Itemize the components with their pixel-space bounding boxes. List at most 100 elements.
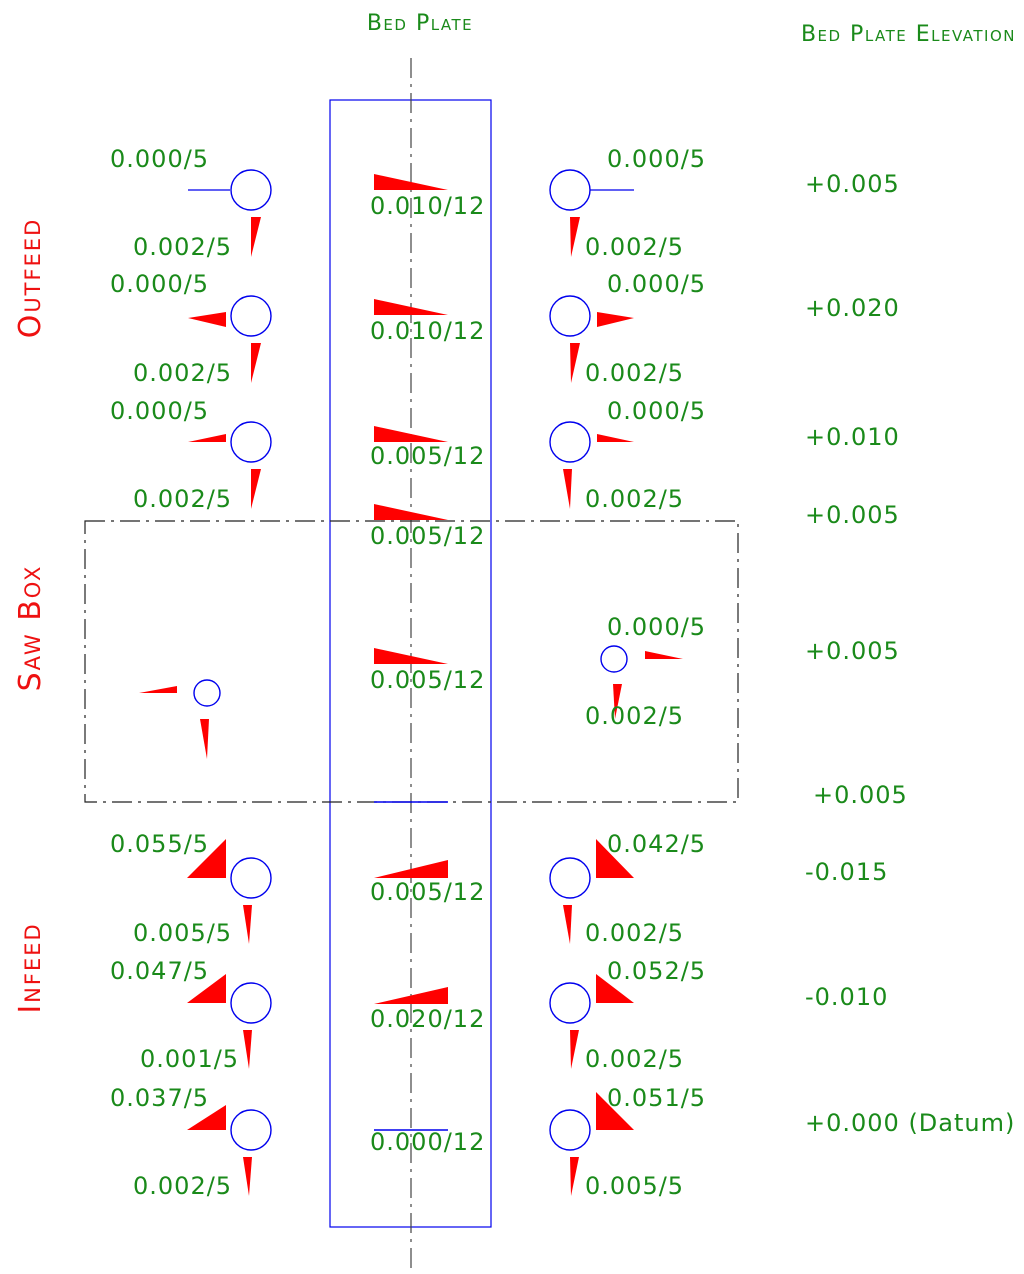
roller-circle (549, 295, 591, 337)
elevation-value: +0.005 (813, 781, 908, 809)
roller-triangle-wedge (187, 974, 226, 1003)
roller-bottom-reading: 0.005/5 (133, 919, 232, 947)
roller-vertical-wedge (251, 217, 261, 257)
roller-horizontal-wedge (597, 312, 634, 327)
roller-horizontal-wedge (597, 434, 634, 442)
bed-plate-readings-group: 0.010/12 0.010/12 0.005/12 0.005/12 0.00… (370, 174, 485, 1156)
left-roller-outfeed-2: 0.000/5 0.002/5 (110, 270, 272, 387)
roller-vertical-wedge (243, 905, 252, 944)
elevation-value: +0.000 (Datum) (805, 1109, 1015, 1137)
elevation-column: +0.005 +0.020 +0.010 +0.005 +0.005 +0.00… (805, 170, 1015, 1137)
roller-horizontal-wedge (188, 434, 226, 442)
roller-vertical-wedge (613, 684, 622, 719)
right-roller-outfeed-1: 0.000/5 0.002/5 (549, 145, 706, 261)
bed-plate-wedge (374, 299, 448, 315)
roller-top-reading: 0.000/5 (607, 397, 706, 425)
roller-circle (600, 645, 628, 673)
right-roller-infeed-3: 0.051/5 0.005/5 (549, 1084, 706, 1200)
elevation-value: -0.015 (805, 858, 888, 886)
roller-bottom-reading: 0.002/5 (585, 702, 684, 730)
roller-circle (549, 857, 591, 899)
left-roller-infeed-3: 0.037/5 0.002/5 (110, 1084, 272, 1200)
roller-bottom-reading: 0.002/5 (133, 485, 232, 513)
roller-bottom-reading: 0.002/5 (133, 1172, 232, 1200)
roller-vertical-wedge (570, 1030, 579, 1069)
roller-bottom-reading: 0.002/5 (133, 233, 232, 261)
right-roller-infeed-2: 0.052/5 0.002/5 (549, 957, 706, 1073)
roller-bottom-reading: 0.002/5 (585, 919, 684, 947)
left-roller-outfeed-3: 0.000/5 0.002/5 (110, 397, 272, 513)
roller-top-reading: 0.000/5 (110, 145, 209, 173)
bed-plate-wedge (374, 860, 448, 878)
bed-plate-wedge (374, 987, 448, 1004)
bed-plate-reading: 0.020/12 (370, 1005, 485, 1033)
right-roller-outfeed-2: 0.000/5 0.002/5 (549, 270, 706, 387)
bed-plate-reading: 0.010/12 (370, 192, 485, 220)
roller-vertical-wedge (243, 1030, 252, 1069)
roller-top-reading: 0.000/5 (607, 270, 706, 298)
elevation-value: +0.005 (805, 170, 900, 198)
section-label-saw-box: Saw Box (13, 565, 48, 692)
roller-top-reading: 0.042/5 (607, 830, 706, 858)
roller-bottom-reading: 0.002/5 (585, 233, 684, 261)
bed-plate-header: Bed Plate (367, 11, 473, 36)
roller-top-reading: 0.000/5 (110, 397, 209, 425)
right-roller-outfeed-3: 0.000/5 0.002/5 (549, 397, 706, 513)
roller-triangle-wedge (596, 974, 634, 1003)
roller-circle (549, 982, 591, 1024)
roller-horizontal-wedge (139, 686, 177, 693)
left-roller-infeed-2: 0.047/5 0.001/5 (110, 957, 272, 1073)
bed-plate-reading: 0.005/12 (370, 878, 485, 906)
elevation-value: +0.005 (805, 501, 900, 529)
roller-top-reading: 0.052/5 (607, 957, 706, 985)
section-label-outfeed: Outfeed (13, 218, 48, 339)
roller-vertical-wedge (563, 469, 572, 509)
roller-top-reading: 0.000/5 (607, 145, 706, 173)
roller-top-reading: 0.037/5 (110, 1084, 209, 1112)
roller-top-reading: 0.047/5 (110, 957, 209, 985)
elevation-value: +0.005 (805, 637, 900, 665)
roller-top-reading: 0.051/5 (607, 1084, 706, 1112)
roller-circle (230, 295, 272, 337)
right-roller-infeed-1: 0.042/5 0.002/5 (549, 830, 706, 947)
roller-vertical-wedge (251, 469, 261, 509)
roller-bottom-reading: 0.002/5 (585, 485, 684, 513)
bed-plate-wedge (374, 174, 448, 190)
roller-circle (230, 857, 272, 899)
bed-plate-wedge (374, 648, 448, 664)
roller-vertical-wedge (251, 343, 261, 383)
roller-circle (230, 421, 272, 463)
roller-bottom-reading: 0.002/5 (133, 359, 232, 387)
roller-vertical-wedge (570, 343, 580, 383)
roller-vertical-wedge (570, 1157, 579, 1196)
roller-top-reading: 0.000/5 (110, 270, 209, 298)
bed-plate-elevation-header: Bed Plate Elevation (801, 22, 1016, 47)
roller-bottom-reading: 0.005/5 (585, 1172, 684, 1200)
elevation-value: +0.020 (805, 294, 900, 322)
bed-plate-reading: 0.005/12 (370, 442, 485, 470)
roller-bottom-reading: 0.002/5 (585, 359, 684, 387)
roller-bottom-reading: 0.002/5 (585, 1045, 684, 1073)
roller-circle (549, 421, 591, 463)
roller-vertical-wedge (563, 905, 572, 944)
bed-plate-wedge (374, 426, 448, 442)
left-roller-outfeed-1: 0.000/5 0.002/5 (110, 145, 272, 261)
section-label-infeed: Infeed (13, 922, 48, 1013)
roller-triangle-wedge (596, 1092, 634, 1130)
roller-top-reading: 0.055/5 (110, 830, 209, 858)
roller-circle (230, 1109, 272, 1151)
roller-vertical-wedge (570, 217, 580, 257)
roller-circle (230, 982, 272, 1024)
roller-circle (193, 679, 221, 707)
bed-plate-reading: 0.005/12 (370, 522, 485, 550)
bed-plate-reading: 0.005/12 (370, 666, 485, 694)
roller-circle (549, 169, 591, 211)
bed-plate-reading: 0.000/12 (370, 1128, 485, 1156)
roller-horizontal-wedge (645, 651, 683, 659)
roller-circle (549, 1109, 591, 1151)
elevation-value: -0.010 (805, 983, 888, 1011)
right-roller-saw-box: 0.000/5 0.002/5 (585, 613, 705, 730)
bed-plate-wedge (374, 504, 448, 520)
elevation-value: +0.010 (805, 423, 900, 451)
